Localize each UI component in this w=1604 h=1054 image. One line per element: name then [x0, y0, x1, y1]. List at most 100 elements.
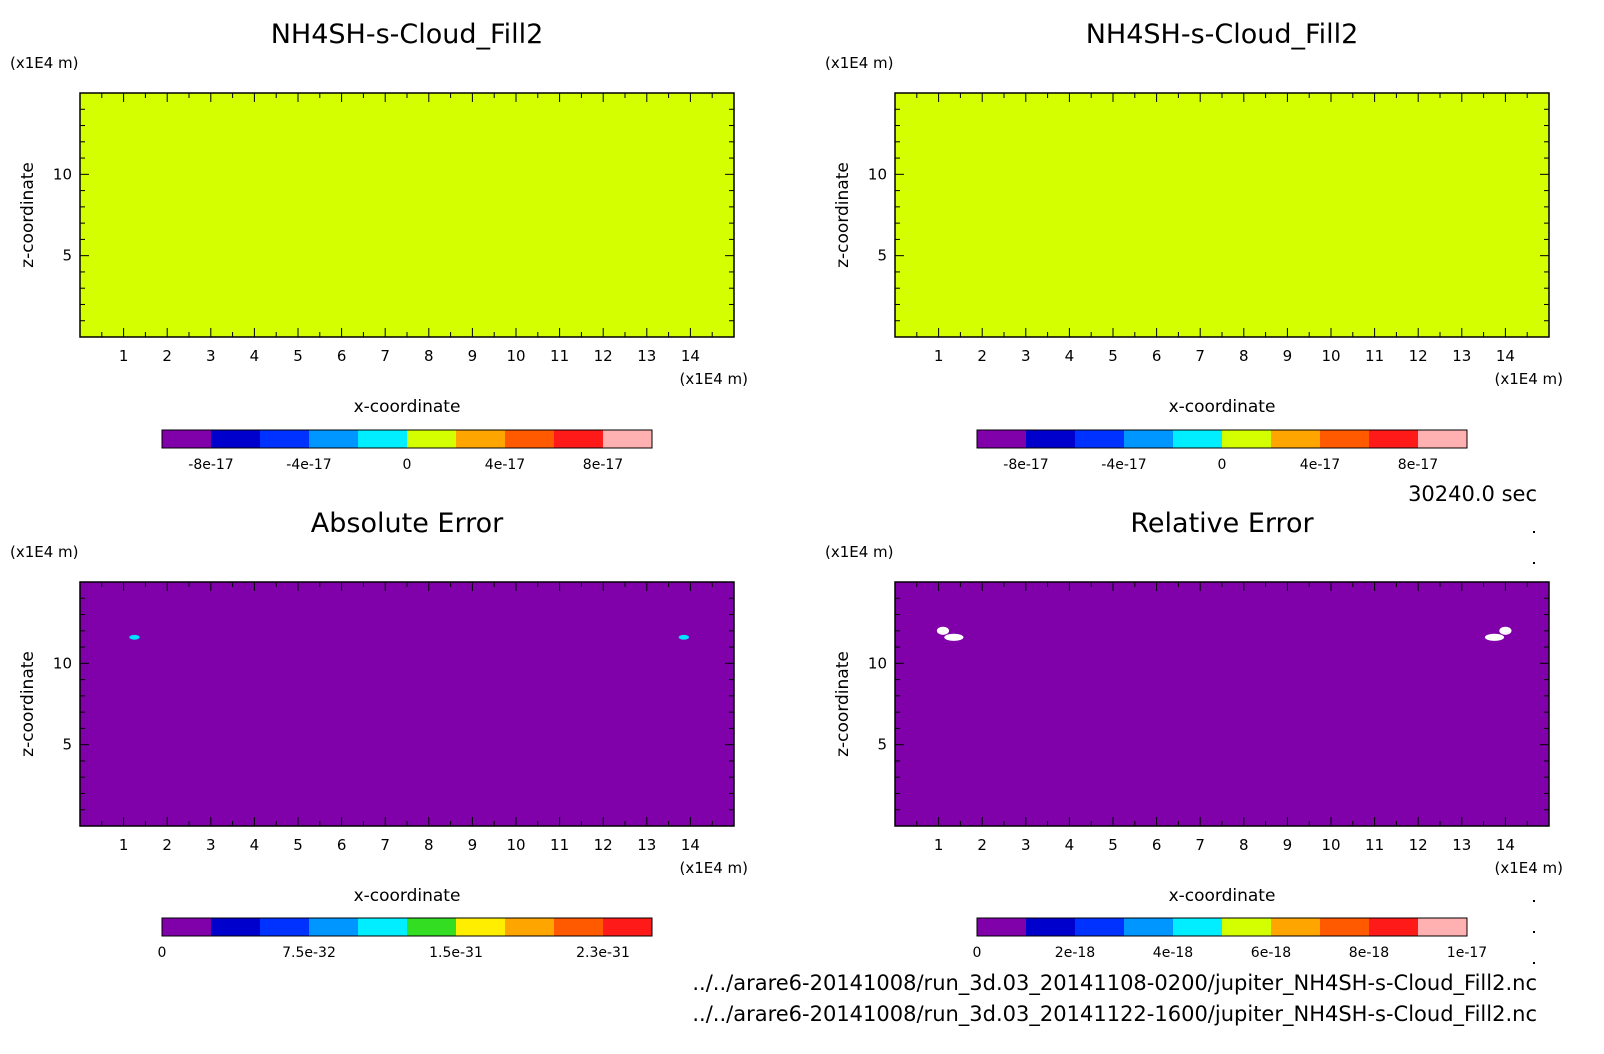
colorbar-segment: [1026, 430, 1076, 448]
x-tick-label: 4: [250, 836, 260, 854]
footer-file-1: ../../arare6-20141008/run_3d.03_20141108…: [692, 971, 1537, 996]
x-tick-label: 12: [594, 347, 613, 365]
colorbar-segment: [211, 430, 261, 448]
colorbar-segment: [1026, 918, 1076, 936]
x-axis-label: x-coordinate: [354, 886, 461, 906]
time-label: 30240.0 sec: [1408, 482, 1537, 506]
colorbar-segment: [162, 430, 212, 448]
heatmap-field: [80, 93, 734, 337]
heatmap-field: [80, 582, 734, 826]
panels: NH4SH-s-Cloud_Fill2(x1E4 m)1 2 3 4 5 6 7 8 9 10 11…: [10, 19, 1563, 961]
x-tick-label: 2: [162, 836, 172, 854]
colorbar-segment: [1369, 430, 1419, 448]
colorbar-label: 6e-18: [1251, 945, 1291, 961]
x-tick-label: 5: [1108, 836, 1118, 854]
x-tick-label: 7: [380, 836, 390, 854]
x-tick-label: 10: [1321, 347, 1340, 365]
edge-dot: [1533, 531, 1535, 533]
colorbar-segment: [1418, 430, 1468, 448]
footer-file-2: ../../arare6-20141008/run_3d.03_20141122…: [692, 1002, 1537, 1027]
x-tick-label: 12: [1409, 836, 1428, 854]
panel-title: Absolute Error: [311, 508, 504, 539]
x-tick-label: 7: [1195, 836, 1205, 854]
colorbar-segment: [505, 918, 555, 936]
panel-2: NH4SH-s-Cloud_Fill2(x1E4 m)1 2 3 4 5 6 7 8 9 10 11…: [825, 19, 1563, 473]
y-axis-label: z-coordinate: [833, 162, 853, 268]
x-tick-label: 10: [506, 347, 525, 365]
x-tick-label: 2: [977, 836, 987, 854]
colorbar-label: 0: [973, 945, 982, 961]
x-axis-label: x-coordinate: [354, 397, 461, 417]
edge-dot: [1533, 962, 1535, 964]
colorbar-segment: [603, 918, 653, 936]
x-tick-label: 3: [206, 836, 216, 854]
colorbar-segment: [505, 430, 555, 448]
colorbar-frame: [976, 429, 1468, 449]
edge-dot: [1533, 931, 1535, 933]
y-tick-label: 10: [868, 654, 887, 672]
colorbar-frame: [161, 917, 653, 937]
x-tick-label: 3: [1021, 836, 1031, 854]
colorbar-label: 8e-18: [1349, 945, 1389, 961]
panel-4: Relative Error(x1E4 m)1 2 3 4 5 6 7 8 9 10 11 12 13 1…: [825, 508, 1563, 961]
x-tick-label: 10: [506, 836, 525, 854]
x-tick-label: 2: [162, 347, 172, 365]
colorbar-segment: [1173, 918, 1223, 936]
x-tick-label: 13: [1452, 836, 1471, 854]
colorbar-segment: [260, 430, 310, 448]
x-tick-label: 12: [1409, 347, 1428, 365]
x-tick-label: 3: [1021, 347, 1031, 365]
x-unit-label: (x1E4 m): [1494, 859, 1563, 877]
x-unit-label: (x1E4 m): [679, 370, 748, 388]
x-tick-label: 14: [681, 347, 700, 365]
panel-3: Absolute Error(x1E4 m)1 2 3 4 5 6 7 8 9 10 11 12 13 1…: [10, 508, 748, 961]
colorbar-segment: [260, 918, 310, 936]
colorbar-label: 1e-17: [1447, 945, 1487, 961]
x-tick-label: 5: [1108, 347, 1118, 365]
heatmap-feature: [1484, 633, 1505, 641]
colorbar-segment: [1320, 918, 1370, 936]
x-tick-label: 9: [468, 347, 478, 365]
heatmap-field: [895, 93, 1549, 337]
y-axis-label: z-coordinate: [18, 162, 38, 268]
y-unit-label: (x1E4 m): [10, 543, 79, 561]
panel-title: NH4SH-s-Cloud_Fill2: [271, 19, 544, 50]
colorbar-segment: [1222, 430, 1272, 448]
colorbar-segment: [1124, 430, 1174, 448]
colorbar-segment: [358, 430, 408, 448]
colorbar-segment: [309, 918, 359, 936]
x-tick-label: 13: [1452, 347, 1471, 365]
colorbar-segment: [1075, 918, 1125, 936]
y-axis-label: z-coordinate: [833, 651, 853, 757]
x-axis-label: x-coordinate: [1169, 886, 1276, 906]
colorbar-label: -4e-17: [1101, 457, 1146, 473]
x-tick-label: 1: [934, 347, 944, 365]
colorbar-label: 7.5e-32: [282, 945, 336, 961]
x-tick-label: 11: [550, 347, 569, 365]
colorbar-segment: [1222, 918, 1272, 936]
heatmap-feature: [678, 634, 690, 640]
colorbar-label: 0: [1218, 457, 1227, 473]
x-tick-label: 11: [1365, 836, 1384, 854]
y-unit-label: (x1E4 m): [825, 543, 894, 561]
y-tick-label: 5: [62, 247, 72, 265]
colorbar-segment: [456, 918, 506, 936]
y-tick-label: 10: [53, 654, 72, 672]
colorbar-segment: [358, 918, 408, 936]
colorbar-label: 0: [403, 457, 412, 473]
x-tick-label: 7: [380, 347, 390, 365]
colorbar-segment: [977, 430, 1027, 448]
colorbar-segment: [1320, 430, 1370, 448]
colorbar-frame: [976, 917, 1468, 937]
colorbar-label: 0: [158, 945, 167, 961]
colorbar-label: 8e-17: [1398, 457, 1438, 473]
y-tick-label: 5: [62, 736, 72, 754]
x-tick-label: 9: [468, 836, 478, 854]
heatmap-feature: [944, 633, 964, 641]
x-tick-label: 4: [250, 347, 260, 365]
x-tick-label: 9: [1283, 836, 1293, 854]
colorbar-segment: [1369, 918, 1419, 936]
x-unit-label: (x1E4 m): [1494, 370, 1563, 388]
x-tick-label: 3: [206, 347, 216, 365]
x-tick-label: 11: [1365, 347, 1384, 365]
